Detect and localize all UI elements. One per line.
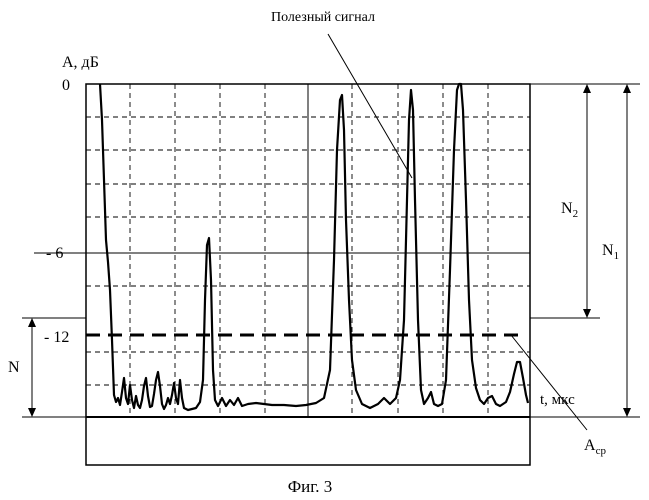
signal-trace xyxy=(100,84,528,410)
threshold-label: Аср xyxy=(584,437,606,457)
x-axis-label: t, мкс xyxy=(540,392,575,408)
tick-label-0: 0 xyxy=(62,77,70,94)
n1-label: N1 xyxy=(602,242,619,262)
threshold-pointer xyxy=(511,335,587,430)
n-label: N xyxy=(8,359,20,376)
y-axis-label: А, дБ xyxy=(62,54,99,71)
tick-label-minus12: - 12 xyxy=(44,329,69,346)
figure-caption: Фиг. 3 xyxy=(288,477,333,496)
n2-label: N2 xyxy=(561,200,578,220)
useful-signal-label: Полезный сигнал xyxy=(271,10,375,25)
